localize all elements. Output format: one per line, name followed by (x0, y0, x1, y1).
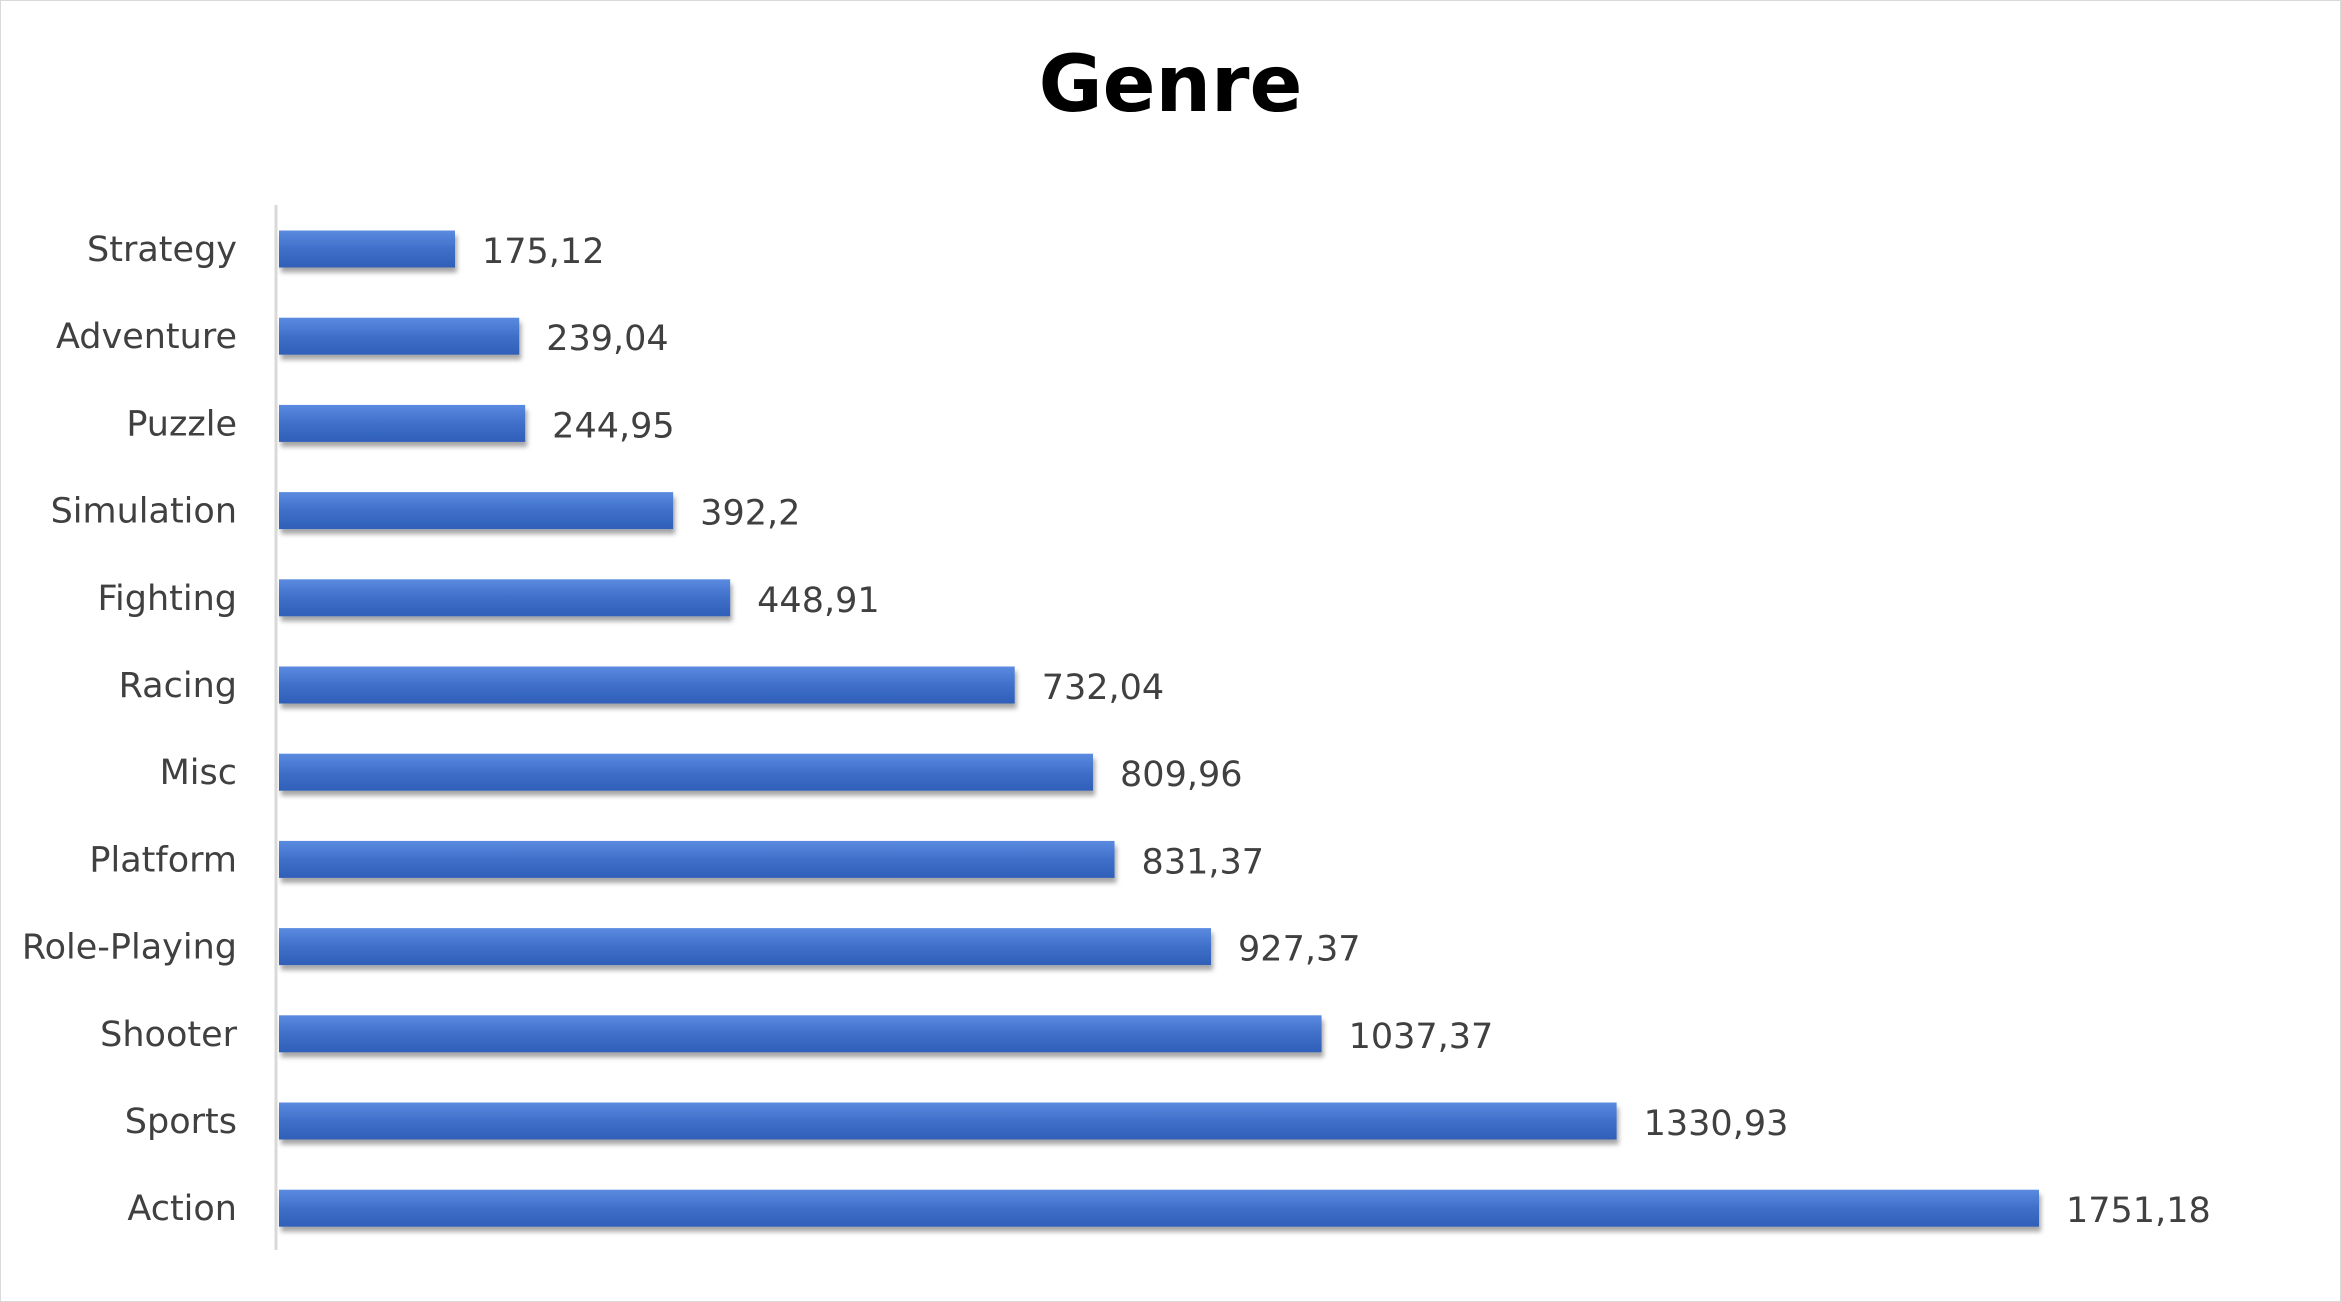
bar-role-playing (279, 928, 1212, 966)
value-label-action: 1751,18 (2066, 1191, 2211, 1231)
bar-simulation (279, 492, 674, 530)
value-label-role-playing: 927,37 (1238, 930, 1360, 970)
chart-title: Genre (1038, 40, 1303, 130)
category-label-role-playing: Role-Playing (22, 928, 237, 968)
bar-platform (279, 840, 1115, 878)
value-label-misc: 809,96 (1120, 755, 1242, 795)
bars-layer (279, 230, 2039, 1227)
category-label-puzzle: Puzzle (126, 404, 237, 444)
category-label-misc: Misc (160, 753, 237, 793)
value-label-fighting: 448,91 (757, 581, 879, 621)
category-label-adventure: Adventure (56, 317, 237, 357)
category-label-sports: Sports (125, 1102, 237, 1142)
value-labels: 175,12 239,04 244,95 392,2 448,91 732,04 809,9… (482, 232, 2211, 1231)
value-label-shooter: 1037,37 (1349, 1017, 1494, 1057)
category-labels: Strategy Adventure Puzzle Simulation Fightin… (22, 230, 238, 1229)
bar-action (279, 1189, 2039, 1227)
category-label-shooter: Shooter (100, 1015, 237, 1055)
value-label-simulation: 392,2 (700, 494, 800, 534)
bar-strategy (279, 230, 456, 268)
value-label-puzzle: 244,95 (552, 406, 674, 446)
bar-shooter (279, 1015, 1322, 1053)
bar-racing (279, 666, 1015, 704)
category-label-platform: Platform (89, 840, 237, 880)
category-label-racing: Racing (119, 666, 237, 706)
category-label-action: Action (127, 1189, 237, 1229)
value-label-racing: 732,04 (1042, 668, 1164, 708)
value-label-strategy: 175,12 (482, 232, 604, 272)
bar-adventure (279, 317, 520, 355)
bar-sports (279, 1102, 1617, 1140)
bar-fighting (279, 579, 731, 617)
category-label-strategy: Strategy (87, 230, 237, 270)
value-label-sports: 1330,93 (1644, 1104, 1789, 1144)
value-label-adventure: 239,04 (546, 319, 668, 359)
bar-puzzle (279, 404, 526, 442)
category-label-fighting: Fighting (97, 579, 237, 619)
bar-misc (279, 753, 1094, 791)
value-label-platform: 831,37 (1142, 842, 1264, 882)
category-label-simulation: Simulation (51, 492, 237, 532)
